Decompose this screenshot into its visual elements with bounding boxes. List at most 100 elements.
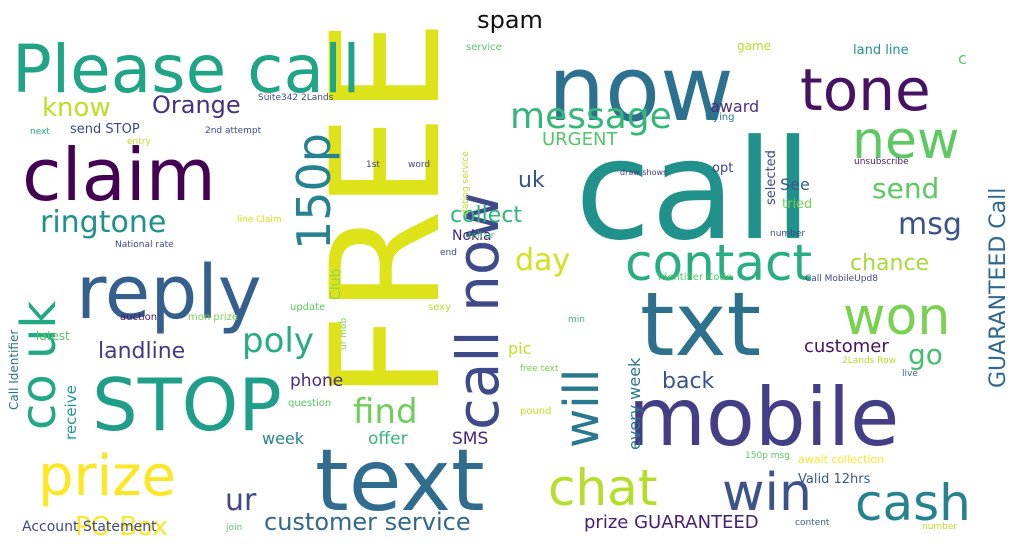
cloud-word: now — [548, 37, 734, 142]
cloud-word: text — [315, 431, 485, 531]
cloud-word: uk — [518, 168, 545, 193]
cloud-word: prize GUARANTEED — [584, 512, 759, 533]
cloud-word: find — [353, 392, 418, 432]
cloud-word: latest — [36, 329, 70, 343]
cloud-word: contact — [625, 234, 812, 292]
chart-title: spam — [477, 6, 543, 34]
cloud-word: day — [515, 243, 570, 278]
cloud-word: prize — [38, 444, 176, 509]
cloud-word: number — [922, 522, 957, 532]
cloud-word: dating service — [461, 151, 471, 215]
cloud-word: min — [568, 315, 585, 325]
cloud-word: ur mob — [339, 317, 349, 350]
cloud-word: phone — [290, 371, 343, 391]
cloud-word: Identifier Code — [658, 272, 732, 283]
cloud-word: offer — [368, 429, 408, 449]
cloud-word: next — [30, 127, 50, 137]
cloud-word: pound — [520, 406, 552, 417]
cloud-word: co uk — [11, 301, 67, 430]
cloud-word: claim — [22, 133, 216, 217]
cloud-word: receive — [62, 385, 80, 440]
cloud-word: week — [262, 429, 305, 448]
cloud-word: Orange — [152, 91, 241, 119]
cloud-word: poly — [242, 321, 314, 361]
cloud-word: Call Identifier — [7, 330, 21, 410]
cloud-word: customer — [804, 336, 889, 357]
cloud-word: won — [843, 287, 950, 347]
cloud-word: new — [852, 111, 959, 171]
cloud-word: mobile — [628, 371, 899, 464]
cloud-word: Club — [328, 268, 344, 300]
cloud-word: land line — [853, 43, 909, 58]
cloud-word: mon prize — [188, 312, 238, 323]
cloud-word: SMS — [452, 429, 488, 449]
cloud-word: chance — [850, 251, 929, 276]
cloud-word: 2Lands Row — [842, 356, 896, 366]
cloud-word: Call MobileUpd8 — [805, 274, 878, 284]
cloud-word: 1st — [366, 160, 380, 170]
cloud-word: back — [662, 369, 715, 394]
cloud-word: pic — [508, 339, 531, 358]
cloud-word: ur — [225, 483, 257, 518]
cloud-word: entry — [127, 137, 151, 147]
cloud-word: send STOP — [70, 122, 140, 137]
cloud-word: award — [710, 97, 759, 116]
cloud-word: game — [737, 39, 771, 53]
cloud-word: txt — [640, 273, 761, 376]
cloud-word: URGENT — [542, 129, 618, 150]
cloud-word: question — [288, 398, 331, 409]
cloud-word: know — [42, 93, 111, 123]
cloud-word: message — [510, 96, 672, 137]
cloud-word: word — [408, 160, 430, 170]
cloud-word: auction — [120, 312, 157, 323]
cloud-word: 150p — [287, 133, 341, 250]
cloud-word: Please call — [12, 31, 361, 108]
cloud-word: chat — [548, 459, 657, 517]
cloud-word: update — [290, 302, 325, 313]
cloud-word: unsubscribe — [854, 157, 909, 167]
cloud-word: GUARANTEED Call — [986, 188, 1011, 388]
cloud-word: PO Box — [75, 512, 168, 542]
cloud-word: win — [722, 463, 812, 523]
cloud-word: tell ur — [468, 231, 495, 241]
cloud-word: live — [902, 369, 918, 379]
cloud-word: See — [780, 175, 810, 194]
cloud-word: msg — [898, 207, 962, 242]
cloud-word: will — [554, 369, 610, 448]
cloud-word: end — [440, 248, 457, 258]
cloud-word: 2nd attempt — [205, 126, 262, 136]
cloud-word: sexy — [428, 302, 451, 313]
cloud-word: go — [908, 338, 943, 371]
cloud-word: c — [958, 49, 967, 68]
cloud-word: service — [466, 42, 502, 53]
cloud-word: FREE — [300, 20, 474, 400]
cloud-word: await collection — [798, 453, 884, 466]
cloud-word: reply — [76, 250, 262, 336]
cloud-word: National rate — [115, 240, 174, 250]
cloud-word: cash — [855, 474, 971, 532]
cloud-word: every week — [625, 357, 644, 450]
cloud-word: landline — [98, 339, 185, 364]
cloud-word: call now — [444, 192, 512, 430]
cloud-word: send — [872, 172, 939, 205]
cloud-word: tried — [782, 197, 812, 212]
cloud-word: call — [575, 110, 812, 271]
cloud-word: STOP — [92, 363, 282, 447]
cloud-word: customer service — [264, 508, 471, 536]
cloud-word: Nokia — [452, 228, 492, 244]
cloud-word: collect — [450, 203, 522, 228]
cloud-word: trying — [705, 112, 734, 123]
cloud-word: Valid 12hrs — [798, 472, 871, 487]
cloud-word: Account Statement — [22, 519, 157, 535]
cloud-word: draw shows — [620, 168, 667, 177]
cloud-word: line Claim — [237, 215, 282, 225]
cloud-word: join — [225, 523, 242, 533]
cloud-word: tone — [800, 56, 931, 124]
cloud-word: ringtone — [40, 205, 166, 240]
cloud-word: 150p msg — [745, 451, 790, 461]
cloud-word: opt — [712, 161, 733, 176]
cloud-word: Suite342 2Lands — [258, 93, 334, 103]
cloud-word: content — [795, 518, 830, 528]
cloud-word: number — [770, 229, 805, 239]
